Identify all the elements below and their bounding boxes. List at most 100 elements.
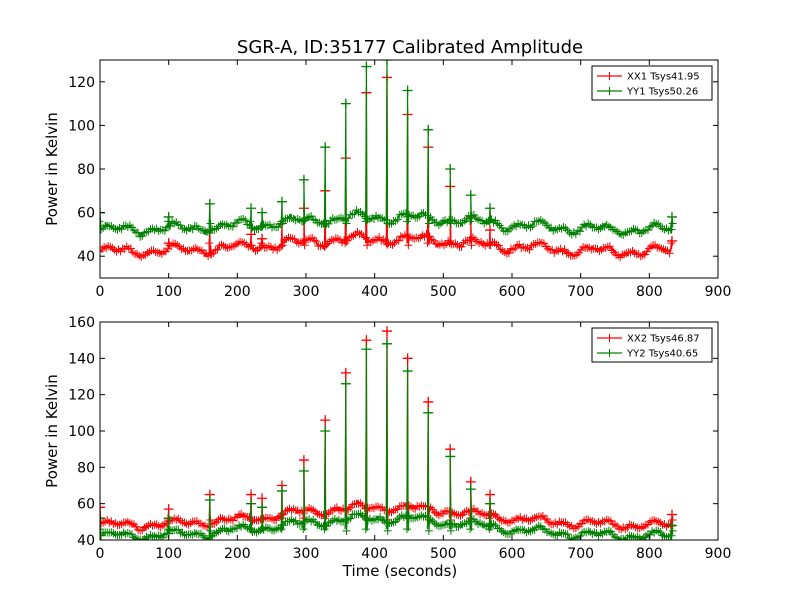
data-point (465, 190, 476, 201)
series-markers-1 (100, 88, 676, 262)
x-tick-label: 800 (636, 284, 663, 300)
x-tick-label: 400 (361, 284, 388, 300)
data-point (485, 498, 496, 509)
data-point (320, 415, 331, 426)
legend-box (591, 327, 713, 363)
y-tick-label: 160 (68, 315, 95, 331)
y-tick-label: 60 (77, 206, 95, 222)
data-point (276, 196, 287, 207)
plot-area (100, 326, 677, 540)
data-point (485, 225, 496, 236)
legend: XX2 Tsys46.87 YY2 Tsys40.65 (591, 327, 713, 363)
data-point (465, 484, 476, 495)
legend-label: YY1 Tsys50.26 (626, 87, 698, 98)
legend-box (591, 65, 713, 101)
data-point (246, 489, 257, 500)
y-tick-label: 40 (77, 533, 95, 549)
y-tick-label: 120 (68, 388, 95, 404)
data-point (445, 164, 456, 174)
x-tick-label: 400 (361, 546, 388, 562)
data-point (163, 238, 174, 249)
x-tick-label: 500 (430, 284, 457, 300)
data-point (257, 207, 268, 218)
data-point (246, 203, 257, 214)
y-axis-label: Power in Kelvin (43, 374, 61, 488)
y-tick-label: 140 (68, 351, 95, 367)
legend-label: YY2 Tsys40.65 (626, 349, 698, 360)
data-point (298, 465, 309, 476)
x-tick-label: 800 (636, 546, 663, 562)
bottom-panel: 0 100 200 300 400 500 600 700 800 900 40 60 80 100 120… (43, 315, 731, 580)
legend-swatch-marker (605, 87, 614, 95)
data-point (100, 502, 105, 513)
x-tick-label: 200 (224, 284, 251, 300)
data-point (445, 451, 456, 462)
data-point (361, 335, 372, 346)
y-axis-label: Power in Kelvin (43, 112, 61, 226)
plot-area (100, 60, 677, 262)
x-tick-label: 700 (567, 546, 594, 562)
x-tick-label: 700 (567, 284, 594, 300)
data-point (666, 211, 677, 222)
data-point (298, 455, 309, 466)
x-tick-label: 300 (293, 284, 320, 300)
x-tick-label: 300 (293, 546, 320, 562)
x-tick-label: 500 (430, 546, 457, 562)
x-tick-label: 0 (96, 284, 105, 300)
x-tick-label: 200 (224, 546, 251, 562)
series-line-2 (100, 60, 674, 239)
data-point (340, 98, 351, 109)
x-tick-label: 600 (499, 546, 526, 562)
x-tick-label: 100 (155, 546, 182, 562)
legend-swatch-marker (605, 72, 614, 80)
data-point (485, 203, 496, 214)
data-point (340, 367, 351, 378)
legend-label: XX2 Tsys46.87 (627, 334, 700, 345)
legend: XX1 Tsys41.95 YY1 Tsys50.26 (591, 65, 713, 101)
data-point (276, 485, 287, 496)
top-panel: 0 100 200 300 400 500 600 700 800 900 40 60 80 100 120… (43, 59, 732, 300)
legend-label: XX1 Tsys41.95 (627, 72, 700, 83)
data-point (666, 235, 677, 246)
data-point (382, 338, 393, 349)
x-tick-label: 600 (499, 284, 526, 300)
y-tick-label: 80 (77, 162, 95, 178)
y-tick-label: 80 (77, 460, 95, 476)
data-point (298, 174, 309, 185)
data-point (100, 513, 105, 524)
x-tick-label: 900 (705, 546, 732, 562)
data-point (320, 142, 331, 153)
data-point (340, 378, 351, 389)
data-point (204, 198, 215, 209)
x-axis-label: Time (seconds) (342, 562, 458, 580)
data-point (361, 344, 372, 355)
y-tick-label: 120 (68, 75, 95, 91)
data-point (163, 513, 174, 524)
data-point (257, 493, 268, 504)
chart-title: SGR-A, ID:35177 Calibrated Amplitude (237, 37, 583, 58)
y-tick-label: 40 (77, 249, 95, 265)
data-point (666, 520, 677, 531)
x-tick-label: 100 (155, 284, 182, 300)
y-tick-label: 100 (68, 424, 95, 440)
data-point (402, 353, 413, 364)
legend-swatch-marker (605, 334, 614, 342)
data-point (382, 326, 393, 337)
data-point (320, 426, 331, 436)
x-tick-label: 900 (705, 284, 732, 300)
y-tick-label: 60 (77, 497, 95, 513)
data-point (382, 60, 393, 65)
data-point (402, 366, 413, 377)
data-point (666, 509, 677, 520)
data-point (485, 489, 496, 500)
x-tick-label: 0 (96, 546, 105, 562)
legend-swatch-marker (605, 349, 614, 357)
data-point (246, 498, 257, 509)
data-point (163, 211, 174, 222)
data-point (204, 495, 215, 506)
data-point (423, 396, 434, 407)
data-point (423, 124, 434, 135)
data-point (257, 233, 268, 244)
data-point (402, 85, 413, 96)
